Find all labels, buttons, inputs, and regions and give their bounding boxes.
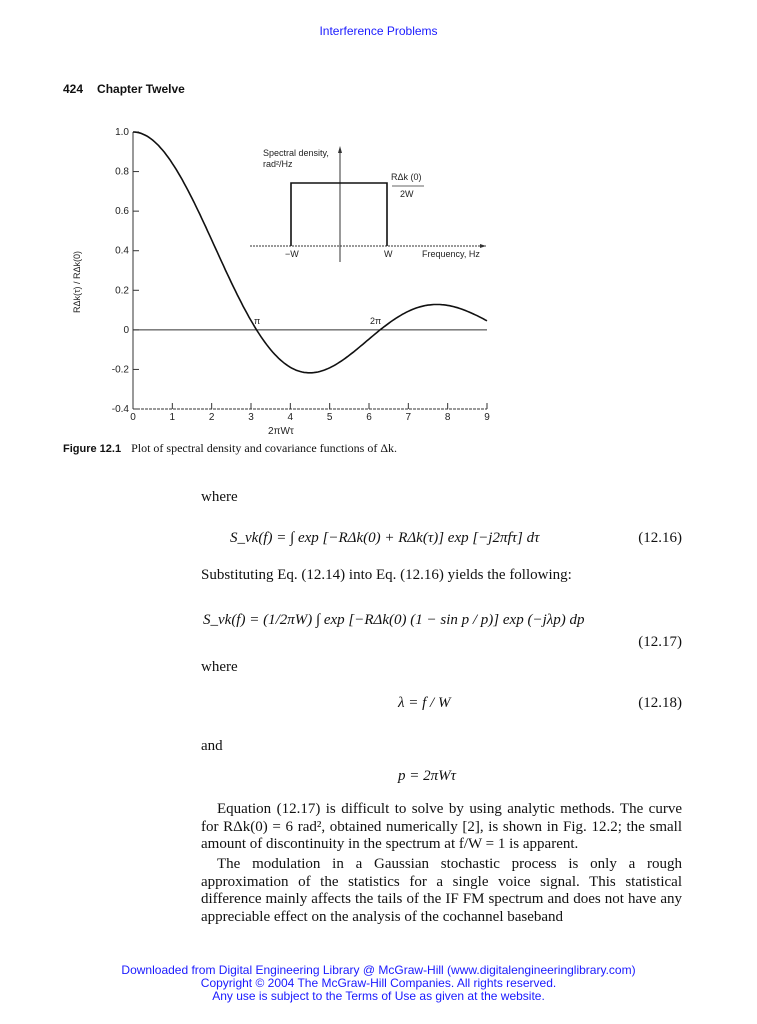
y-tick-label: 0 xyxy=(123,325,129,336)
y-tick-label: 0.2 xyxy=(115,285,129,296)
x-tick-label: 5 xyxy=(327,412,333,423)
text-where-2: where xyxy=(201,659,238,675)
figure-caption: Figure 12.1 Plot of spectral density and … xyxy=(63,441,397,456)
inset-level-num: RΔk (0) xyxy=(391,172,422,182)
inset-ylabel-1: Spectral density, xyxy=(263,148,329,158)
x-tick-label: 9 xyxy=(484,412,490,423)
chart-axes: 0 1 2 3 4 5 6 7 8 9 1.0 0.8 0.6 0.4 0.2 0 -0.2 -0.4 xyxy=(112,127,490,423)
y-tick-label: -0.2 xyxy=(112,364,130,375)
caption-text: Plot of spectral density and covariance … xyxy=(131,441,398,455)
equation-number-12-17: (12.17) xyxy=(638,634,682,650)
inset-arrow-y-icon xyxy=(338,146,342,153)
equation-p: p = 2πWτ xyxy=(398,768,457,784)
inset-spectral-density: Spectral density, rad²/Hz RΔk (0) 2W −W … xyxy=(250,146,486,262)
figure-label: Figure 12.1 xyxy=(63,443,122,455)
x-axis-label: 2πWτ xyxy=(268,426,294,437)
inset-neg-w: −W xyxy=(285,249,299,259)
chapter-title: Chapter Twelve xyxy=(97,82,185,96)
y-axis-label: RΔk(τ) / RΔk(0) xyxy=(72,251,82,313)
page-number: 424 xyxy=(63,82,84,96)
equation-12-17: S_vk(f) = (1/2πW) ∫ exp [−RΔk(0) (1 − si… xyxy=(203,612,585,628)
inset-arrow-x-icon xyxy=(480,244,486,248)
paragraph-1: Equation (12.17) is difficult to solve b… xyxy=(201,801,682,852)
x-tick-label: 2 xyxy=(209,412,215,423)
x-tick-label: 0 xyxy=(130,412,136,423)
inset-pos-w: W xyxy=(384,249,393,259)
annotation-pi: π xyxy=(254,316,260,326)
x-tick-label: 3 xyxy=(248,412,254,423)
annotation-2pi: 2π xyxy=(370,316,381,326)
equation-12-16: S_vk(f) = ∫ exp [−RΔk(0) + RΔk(τ)] exp [… xyxy=(230,530,540,546)
running-head: 424 Chapter Twelve xyxy=(63,82,199,96)
y-axis-label-text: RΔk(τ) / RΔk(0) xyxy=(72,251,82,313)
y-tick-label: 1.0 xyxy=(115,127,129,138)
running-title: Interference Problems xyxy=(319,24,438,38)
footer: Downloaded from Digital Engineering Libr… xyxy=(0,964,757,1003)
inset-ylabel-2: rad²/Hz xyxy=(263,159,293,169)
equation-number-12-16: (12.16) xyxy=(638,530,682,546)
footer-terms-link[interactable]: Any use is subject to the Terms of Use a… xyxy=(212,989,545,1003)
text-substituting: Substituting Eq. (12.14) into Eq. (12.16… xyxy=(201,567,572,583)
y-tick-label: 0.8 xyxy=(115,167,129,178)
equation-number-12-18: (12.18) xyxy=(638,695,682,711)
x-tick-label: 1 xyxy=(170,412,176,423)
y-tick-label: 0.4 xyxy=(115,246,129,257)
chart-curve xyxy=(132,131,488,374)
x-tick-label: 8 xyxy=(445,412,451,423)
x-tick-label: 7 xyxy=(406,412,412,423)
text-and: and xyxy=(201,738,223,754)
paragraph-2: The modulation in a Gaussian stochastic … xyxy=(201,856,682,925)
inset-rectangle xyxy=(290,182,388,246)
y-tick-label: 0.6 xyxy=(115,206,129,217)
equation-12-18: λ = f / W xyxy=(398,695,451,711)
text-where-1: where xyxy=(201,489,238,505)
figure-chart: 0 1 2 3 4 5 6 7 8 91.00.80.60.40.20-0.2-0.4 2πWτ … xyxy=(72,127,490,437)
footer-copyright: Copyright © 2004 The McGraw-Hill Compani… xyxy=(200,976,557,990)
footer-download-link[interactable]: Downloaded from Digital Engineering Libr… xyxy=(121,963,636,977)
x-tick-label: 4 xyxy=(288,412,294,423)
x-tick-label: 6 xyxy=(366,412,372,423)
inset-level-den: 2W xyxy=(400,189,414,199)
series-line-0 xyxy=(132,131,488,374)
y-tick-label: -0.4 xyxy=(112,404,130,415)
inset-xlabel: Frequency, Hz xyxy=(422,249,480,259)
